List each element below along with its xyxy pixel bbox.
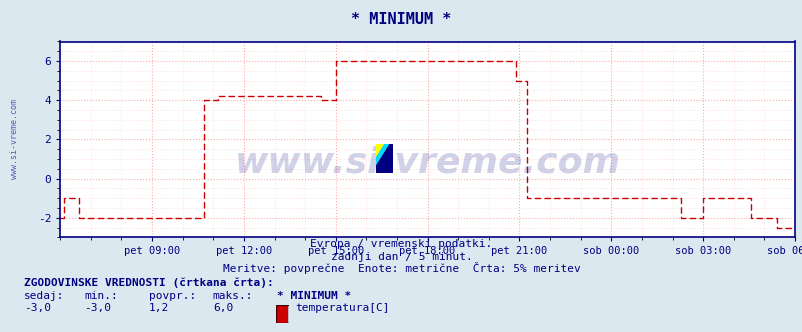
Text: www.si-vreme.com: www.si-vreme.com xyxy=(10,100,19,179)
Text: maks.:: maks.: xyxy=(213,291,253,301)
Text: Evropa / vremenski podatki.: Evropa / vremenski podatki. xyxy=(310,239,492,249)
Text: -3,0: -3,0 xyxy=(24,303,51,313)
Text: * MINIMUM *: * MINIMUM * xyxy=(351,12,451,27)
Text: temperatura[C]: temperatura[C] xyxy=(295,303,390,313)
Text: -3,0: -3,0 xyxy=(84,303,111,313)
Polygon shape xyxy=(375,144,393,173)
Text: Meritve: povprečne  Enote: metrične  Črta: 5% meritev: Meritve: povprečne Enote: metrične Črta:… xyxy=(222,262,580,274)
Text: * MINIMUM *: * MINIMUM * xyxy=(277,291,350,301)
Text: 6,0: 6,0 xyxy=(213,303,233,313)
Text: zadnji dan / 5 minut.: zadnji dan / 5 minut. xyxy=(330,252,472,262)
Text: ZGODOVINSKE VREDNOSTI (črtkana črta):: ZGODOVINSKE VREDNOSTI (črtkana črta): xyxy=(24,278,273,288)
Text: www.si-vreme.com: www.si-vreme.com xyxy=(234,146,620,180)
Polygon shape xyxy=(375,144,390,167)
Text: povpr.:: povpr.: xyxy=(148,291,196,301)
Text: sedaj:: sedaj: xyxy=(24,291,64,301)
Text: min.:: min.: xyxy=(84,291,118,301)
Text: 1,2: 1,2 xyxy=(148,303,168,313)
Polygon shape xyxy=(375,144,384,159)
